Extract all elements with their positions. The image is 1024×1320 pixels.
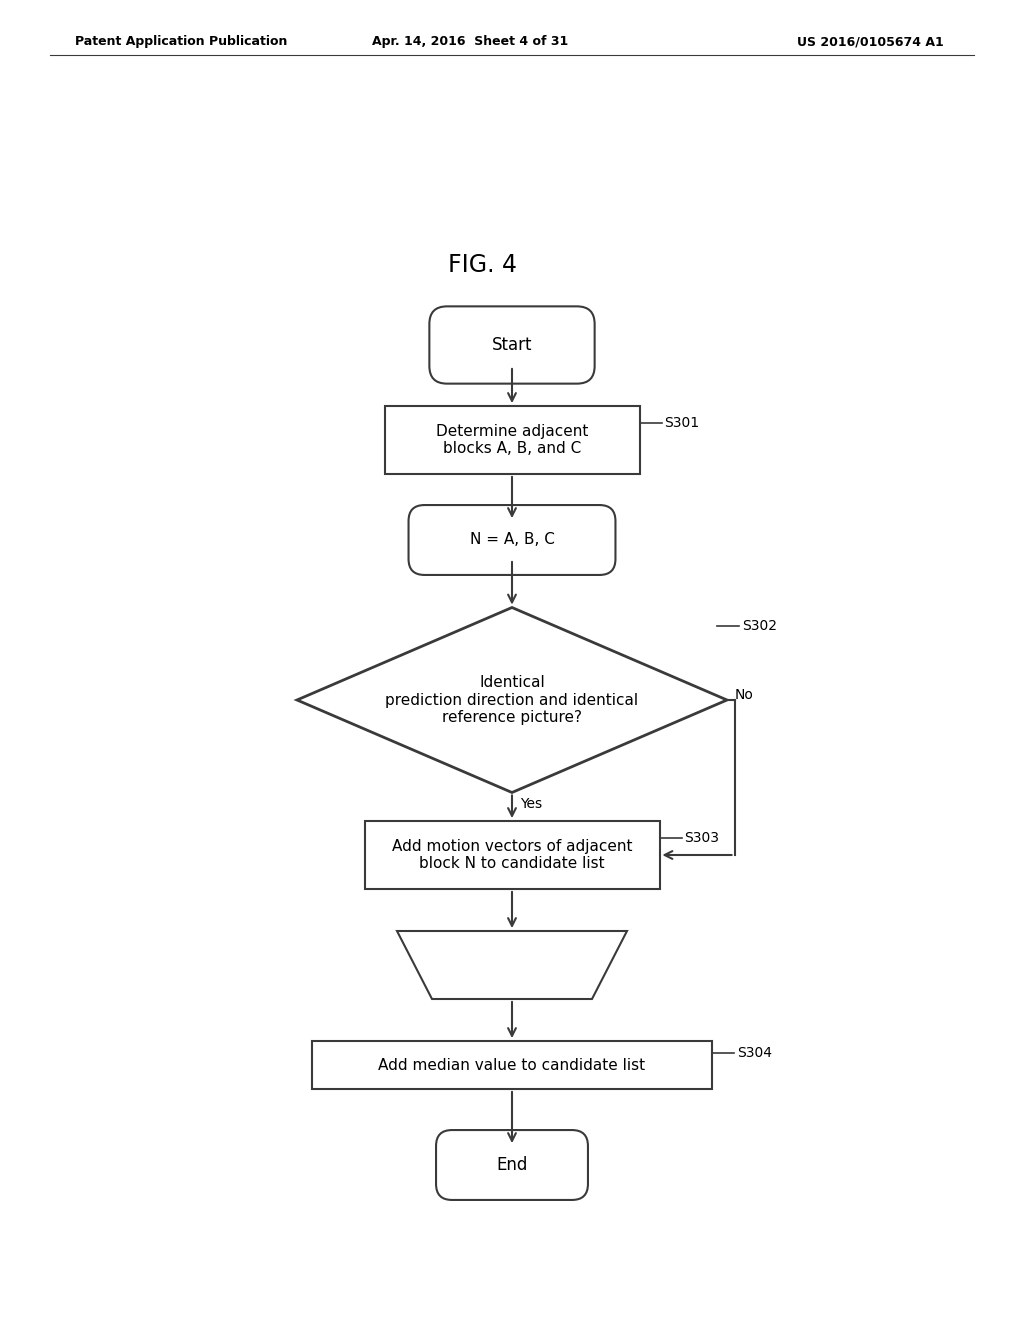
Text: Add median value to candidate list: Add median value to candidate list	[379, 1057, 645, 1072]
Bar	[384, 407, 640, 474]
Text: No: No	[735, 688, 754, 702]
Bar	[312, 1041, 712, 1089]
Polygon shape	[397, 931, 627, 999]
FancyBboxPatch shape	[429, 306, 595, 384]
Text: FIG. 4: FIG. 4	[447, 253, 516, 277]
Bar	[365, 821, 659, 888]
Text: Identical
prediction direction and identical
reference picture?: Identical prediction direction and ident…	[385, 675, 639, 725]
Text: S302: S302	[742, 619, 777, 632]
Text: N = A, B, C: N = A, B, C	[470, 532, 554, 548]
Text: US 2016/0105674 A1: US 2016/0105674 A1	[797, 36, 943, 49]
Text: S303: S303	[684, 832, 720, 845]
Text: Start: Start	[492, 337, 532, 354]
Text: Yes: Yes	[520, 797, 542, 812]
Text: S304: S304	[737, 1045, 772, 1060]
Text: Determine adjacent
blocks A, B, and C: Determine adjacent blocks A, B, and C	[436, 424, 588, 457]
Text: Add motion vectors of adjacent
block N to candidate list: Add motion vectors of adjacent block N t…	[392, 838, 632, 871]
Polygon shape	[297, 607, 727, 792]
Text: End: End	[497, 1156, 527, 1173]
FancyBboxPatch shape	[409, 506, 615, 576]
Text: Patent Application Publication: Patent Application Publication	[75, 36, 288, 49]
Text: S301: S301	[665, 416, 699, 430]
FancyBboxPatch shape	[436, 1130, 588, 1200]
Text: Apr. 14, 2016  Sheet 4 of 31: Apr. 14, 2016 Sheet 4 of 31	[372, 36, 568, 49]
